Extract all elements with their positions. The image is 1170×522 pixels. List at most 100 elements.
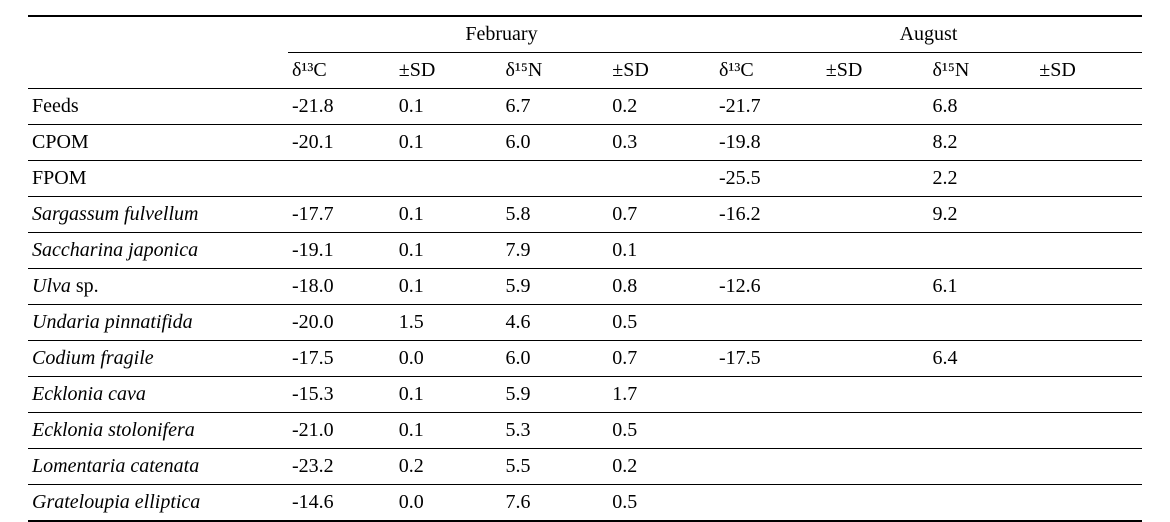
table-row: Grateloupia elliptica-14.60.07.60.5	[28, 485, 1142, 522]
cell-feb_d13c: -21.8	[288, 89, 395, 125]
cell-feb_sd2: 0.5	[608, 485, 715, 522]
cell-aug_d13c: -16.2	[715, 197, 822, 233]
header-blank-2	[28, 53, 288, 89]
cell-feb_d13c: -23.2	[288, 449, 395, 485]
cell-aug_sd2	[1035, 413, 1142, 449]
cell-feb_sd1: 0.1	[395, 413, 502, 449]
cell-feb_sd2: 0.2	[608, 89, 715, 125]
cell-aug_sd1	[822, 89, 929, 125]
row-label: Saccharina japonica	[28, 233, 288, 269]
header-blank	[28, 16, 288, 53]
cell-aug_d15n: 6.4	[929, 341, 1036, 377]
row-label: FPOM	[28, 161, 288, 197]
header-row-sub: δ¹³C ±SD δ¹⁵N ±SD δ¹³C ±SD δ¹⁵N ±SD	[28, 53, 1142, 89]
cell-feb_sd2: 0.1	[608, 233, 715, 269]
cell-aug_d15n: 8.2	[929, 125, 1036, 161]
cell-feb_sd1: 0.2	[395, 449, 502, 485]
cell-aug_d15n	[929, 449, 1036, 485]
cell-aug_d13c: -19.8	[715, 125, 822, 161]
isotope-table: February August δ¹³C ±SD δ¹⁵N ±SD δ¹³C ±…	[28, 15, 1142, 522]
cell-feb_d15n	[502, 161, 609, 197]
table-row: Ecklonia stolonifera-21.00.15.30.5	[28, 413, 1142, 449]
cell-feb_sd2: 0.7	[608, 341, 715, 377]
cell-feb_sd2: 0.2	[608, 449, 715, 485]
cell-feb_d15n: 6.0	[502, 125, 609, 161]
cell-aug_d13c: -12.6	[715, 269, 822, 305]
cell-aug_sd1	[822, 233, 929, 269]
cell-aug_sd2	[1035, 89, 1142, 125]
cell-aug_sd2	[1035, 377, 1142, 413]
row-label: Codium fragile	[28, 341, 288, 377]
table-row: Ecklonia cava-15.30.15.91.7	[28, 377, 1142, 413]
table-body: Feeds-21.80.16.70.2-21.76.8CPOM-20.10.16…	[28, 89, 1142, 522]
cell-aug_d13c: -25.5	[715, 161, 822, 197]
cell-feb_sd2: 1.7	[608, 377, 715, 413]
cell-aug_d13c	[715, 233, 822, 269]
cell-aug_sd2	[1035, 125, 1142, 161]
cell-aug_sd1	[822, 449, 929, 485]
cell-aug_sd1	[822, 197, 929, 233]
header-aug-sd2: ±SD	[1035, 53, 1142, 89]
cell-feb_sd1: 0.1	[395, 197, 502, 233]
cell-feb_d15n: 4.6	[502, 305, 609, 341]
cell-feb_d15n: 7.9	[502, 233, 609, 269]
cell-feb_sd2: 0.3	[608, 125, 715, 161]
cell-aug_d15n	[929, 485, 1036, 522]
table-row: Undaria pinnatifida-20.01.54.60.5	[28, 305, 1142, 341]
cell-aug_d13c: -21.7	[715, 89, 822, 125]
cell-feb_d15n: 5.5	[502, 449, 609, 485]
row-label: Undaria pinnatifida	[28, 305, 288, 341]
cell-feb_sd1: 0.1	[395, 269, 502, 305]
cell-aug_sd2	[1035, 233, 1142, 269]
cell-aug_sd1	[822, 269, 929, 305]
cell-feb_d15n: 5.8	[502, 197, 609, 233]
header-month-aug: August	[715, 16, 1142, 53]
cell-aug_d15n	[929, 233, 1036, 269]
cell-feb_d13c: -17.7	[288, 197, 395, 233]
cell-feb_d15n: 5.9	[502, 377, 609, 413]
cell-aug_sd1	[822, 161, 929, 197]
page: February August δ¹³C ±SD δ¹⁵N ±SD δ¹³C ±…	[0, 0, 1170, 500]
cell-aug_d15n	[929, 377, 1036, 413]
cell-aug_sd2	[1035, 341, 1142, 377]
cell-feb_d13c: -15.3	[288, 377, 395, 413]
cell-aug_sd1	[822, 125, 929, 161]
cell-feb_d15n: 5.9	[502, 269, 609, 305]
cell-feb_sd1: 1.5	[395, 305, 502, 341]
row-label: Sargassum fulvellum	[28, 197, 288, 233]
header-month-feb: February	[288, 16, 715, 53]
cell-aug_sd1	[822, 305, 929, 341]
cell-aug_d15n	[929, 305, 1036, 341]
cell-feb_d13c: -17.5	[288, 341, 395, 377]
row-label: Ulva sp.	[28, 269, 288, 305]
header-row-months: February August	[28, 16, 1142, 53]
header-aug-sd1: ±SD	[822, 53, 929, 89]
cell-aug_sd1	[822, 485, 929, 522]
cell-aug_sd1	[822, 341, 929, 377]
cell-feb_d15n: 6.0	[502, 341, 609, 377]
cell-feb_d13c: -20.1	[288, 125, 395, 161]
table-head: February August δ¹³C ±SD δ¹⁵N ±SD δ¹³C ±…	[28, 16, 1142, 89]
row-label: CPOM	[28, 125, 288, 161]
row-label: Lomentaria catenata	[28, 449, 288, 485]
header-feb-d13c: δ¹³C	[288, 53, 395, 89]
cell-feb_d13c: -18.0	[288, 269, 395, 305]
cell-aug_d15n: 9.2	[929, 197, 1036, 233]
cell-aug_d13c	[715, 485, 822, 522]
cell-feb_d15n: 5.3	[502, 413, 609, 449]
cell-aug_sd2	[1035, 305, 1142, 341]
cell-aug_d15n: 6.1	[929, 269, 1036, 305]
cell-feb_sd1: 0.1	[395, 377, 502, 413]
row-label: Ecklonia stolonifera	[28, 413, 288, 449]
row-label: Feeds	[28, 89, 288, 125]
cell-feb_sd1	[395, 161, 502, 197]
cell-feb_sd1: 0.1	[395, 89, 502, 125]
cell-aug_sd2	[1035, 197, 1142, 233]
table-row: FPOM-25.52.2	[28, 161, 1142, 197]
cell-feb_sd2: 0.5	[608, 413, 715, 449]
table-row: Sargassum fulvellum-17.70.15.80.7-16.29.…	[28, 197, 1142, 233]
header-feb-d15n: δ¹⁵N	[502, 53, 609, 89]
cell-feb_sd2	[608, 161, 715, 197]
cell-aug_sd1	[822, 413, 929, 449]
table-row: Saccharina japonica-19.10.17.90.1	[28, 233, 1142, 269]
